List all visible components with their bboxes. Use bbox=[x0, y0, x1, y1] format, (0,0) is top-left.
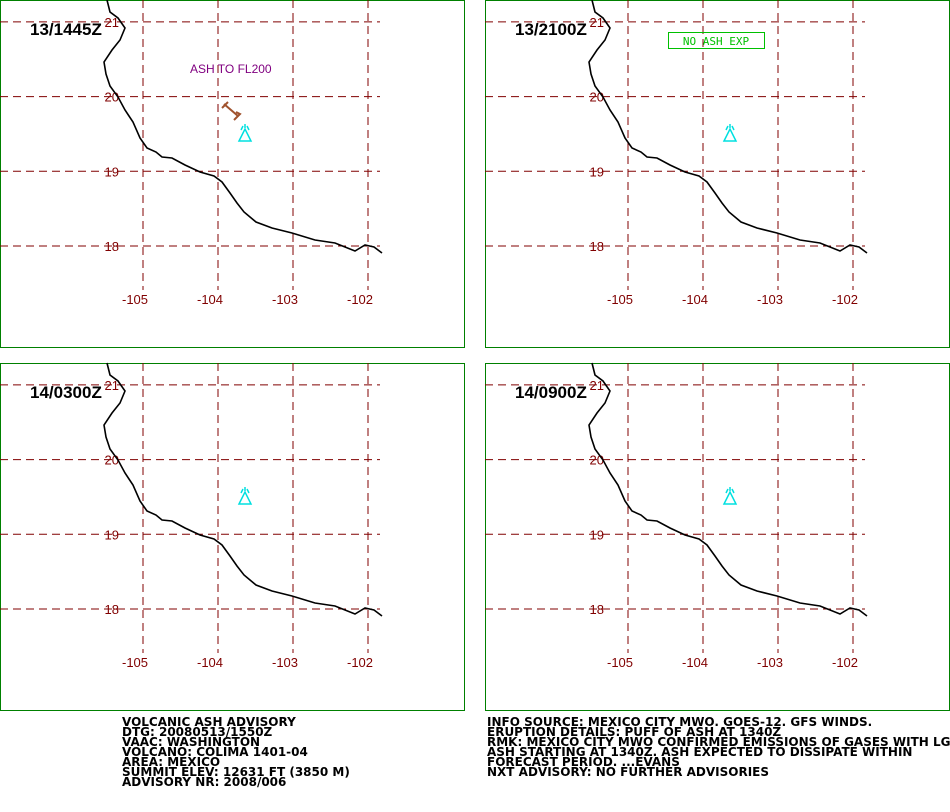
advisory-line: SUMMIT ELEV: 12631 FT (3850 M) bbox=[122, 765, 350, 779]
time-label: 13/1445Z bbox=[30, 20, 102, 39]
coastline bbox=[588, 0, 868, 254]
map-panel: 21 20 19 18 -105 -104 -103 -102 13/1445Z ASH TO F… bbox=[0, 0, 465, 348]
lon-label: -105 bbox=[122, 292, 148, 307]
advisory-line: AREA: MEXICO bbox=[122, 755, 220, 769]
map-panel: 21 20 19 18 -105 -104 -103 -102 14/0300Z bbox=[0, 362, 465, 711]
lon-label: -103 bbox=[272, 292, 298, 307]
map-panel: 21 20 19 18 -105 -104 -103 -102 13/2100Z NO ASH E… bbox=[485, 0, 950, 348]
lat-label: 20 bbox=[590, 453, 604, 468]
coastline bbox=[588, 362, 868, 617]
lon-label: -102 bbox=[347, 292, 373, 307]
advisory-line: VAAC: WASHINGTON bbox=[122, 735, 260, 749]
annotation-box bbox=[668, 32, 765, 49]
volcano-symbol bbox=[237, 487, 253, 505]
lon-label: -103 bbox=[757, 655, 783, 670]
lat-label: 21 bbox=[590, 378, 604, 393]
lon-label: -103 bbox=[757, 292, 783, 307]
time-label: 13/2100Z bbox=[515, 20, 587, 39]
lat-label: 19 bbox=[590, 164, 604, 179]
lon-label: -105 bbox=[607, 655, 633, 670]
lat-label: 21 bbox=[105, 15, 119, 30]
advisory-line: ADVISORY NR: 2008/006 bbox=[122, 775, 286, 789]
advisory-line: FORECAST PERIOD. ...EVANS bbox=[487, 755, 680, 769]
advisory-line: INFO SOURCE: MEXICO CITY MWO. GOES-12. G… bbox=[487, 715, 872, 729]
lat-label: 20 bbox=[105, 453, 119, 468]
lat-label: 19 bbox=[105, 527, 119, 542]
map-panel: 21 20 19 18 -105 -104 -103 -102 14/0900Z bbox=[485, 362, 950, 711]
lat-label: 19 bbox=[105, 164, 119, 179]
volcano-symbol bbox=[722, 124, 738, 142]
lon-label: -104 bbox=[682, 292, 708, 307]
lon-label: -102 bbox=[347, 655, 373, 670]
advisory-line: VOLCANIC ASH ADVISORY bbox=[122, 715, 296, 729]
lon-label: -102 bbox=[832, 292, 858, 307]
volcano-symbol bbox=[722, 487, 738, 505]
lat-label: 21 bbox=[105, 378, 119, 393]
coastline bbox=[103, 362, 383, 617]
advisory-line: RMK: MEXICO CITY MWO CONFIRMED EMISSIONS… bbox=[487, 735, 950, 749]
lon-label: -104 bbox=[197, 655, 223, 670]
coastline bbox=[103, 0, 383, 254]
lat-label: 18 bbox=[590, 602, 604, 617]
lat-label: 18 bbox=[105, 602, 119, 617]
lon-label: -105 bbox=[122, 655, 148, 670]
ash-annotation: ASH TO FL200 bbox=[190, 62, 272, 76]
time-label: 14/0300Z bbox=[30, 383, 102, 402]
time-label: 14/0900Z bbox=[515, 383, 587, 402]
lat-label: 18 bbox=[590, 239, 604, 254]
wind-symbol bbox=[221, 101, 242, 121]
volcano-symbol bbox=[237, 124, 253, 142]
lat-label: 20 bbox=[105, 90, 119, 105]
advisory-line: ASH STARTING AT 1340Z. ASH EXPECTED TO D… bbox=[487, 745, 912, 759]
advisory-line: ERUPTION DETAILS: PUFF OF ASH AT 1340Z bbox=[487, 725, 781, 739]
panel-border bbox=[0, 363, 465, 711]
no-ash-annotation: NO ASH EXP bbox=[683, 35, 750, 48]
lat-label: 18 bbox=[105, 239, 119, 254]
lon-label: -102 bbox=[832, 655, 858, 670]
advisory-line: DTG: 20080513/1550Z bbox=[122, 725, 273, 739]
lon-label: -104 bbox=[197, 292, 223, 307]
lon-label: -103 bbox=[272, 655, 298, 670]
panel-border bbox=[0, 0, 465, 348]
lat-label: 21 bbox=[590, 15, 604, 30]
advisory-line: VOLCANO: COLIMA 1401-04 bbox=[122, 745, 308, 759]
lon-label: -104 bbox=[682, 655, 708, 670]
lat-label: 19 bbox=[590, 527, 604, 542]
advisory-line: NXT ADVISORY: NO FURTHER ADVISORIES bbox=[487, 765, 769, 779]
lat-label: 20 bbox=[590, 90, 604, 105]
lon-label: -105 bbox=[607, 292, 633, 307]
